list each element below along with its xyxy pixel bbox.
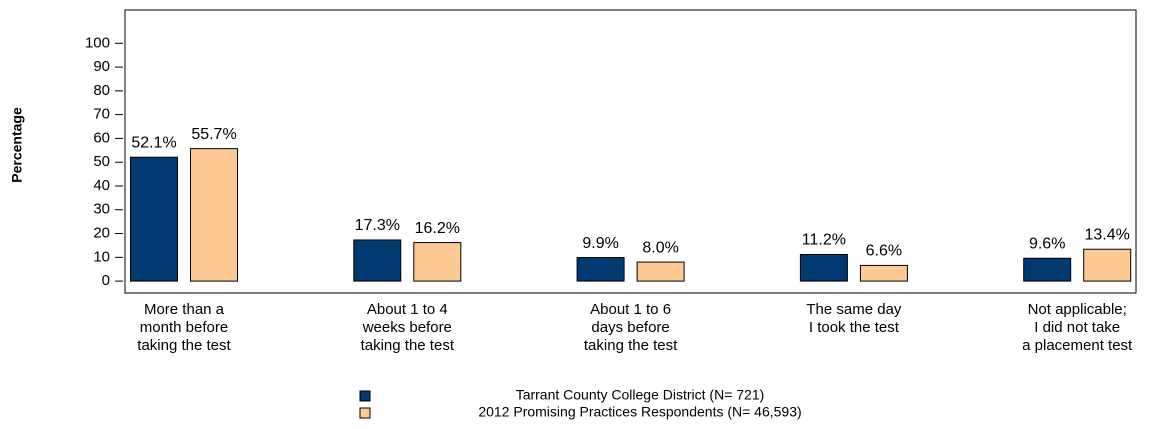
value-label: 16.2% — [415, 220, 460, 237]
value-label: 9.9% — [582, 235, 618, 252]
bar — [353, 239, 402, 282]
x-tick-label: About 1 to 4 — [367, 301, 448, 318]
value-label: 55.7% — [191, 126, 236, 143]
bar — [636, 261, 685, 282]
x-tick-label: weeks before — [362, 319, 452, 336]
value-label: 8.0% — [642, 239, 678, 256]
value-label: 6.6% — [866, 243, 902, 260]
x-tick-label: taking the test — [137, 337, 231, 354]
plot-frame — [124, 9, 1137, 294]
x-tick-label: taking the test — [584, 337, 678, 354]
legend-label: 2012 Promising Practices Respondents (N=… — [478, 404, 801, 420]
x-tick-label: days before — [591, 319, 669, 336]
x-tick-label: a placement test — [1022, 337, 1133, 354]
bar — [130, 156, 178, 282]
bar — [190, 148, 238, 282]
y-tick-label: 10 — [93, 248, 110, 265]
y-tick-label: 60 — [93, 129, 110, 146]
bar — [413, 242, 462, 282]
y-tick-label: 70 — [93, 106, 110, 123]
bar — [1023, 257, 1072, 282]
x-tick-label: The same day — [806, 301, 902, 318]
x-tick-label: About 1 to 6 — [590, 301, 671, 318]
value-label: 9.6% — [1029, 235, 1065, 252]
value-label: 17.3% — [355, 217, 400, 234]
x-tick-label: month before — [140, 319, 228, 336]
value-label: 52.1% — [131, 134, 176, 151]
y-tick-label: 0 — [102, 272, 110, 289]
y-tick-label: 40 — [93, 177, 110, 194]
bar — [859, 264, 908, 282]
x-tick-label: I did not take — [1034, 319, 1120, 336]
x-tick-label: taking the test — [361, 337, 455, 354]
x-tick-label: I took the test — [809, 319, 900, 336]
y-tick-label: 50 — [93, 153, 110, 170]
y-tick-label: 90 — [93, 58, 110, 75]
y-tick-label: 80 — [93, 82, 110, 99]
y-tick-label: 100 — [85, 34, 110, 51]
bar — [1083, 248, 1132, 282]
bar — [799, 253, 848, 282]
legend-swatch — [359, 407, 371, 419]
legend-swatch — [359, 390, 371, 402]
legend-label: Tarrant County College District (N= 721) — [516, 387, 765, 403]
x-tick-label: More than a — [144, 301, 225, 318]
bar — [576, 257, 625, 282]
value-label: 11.2% — [802, 232, 846, 249]
y-axis-label: Percentage — [9, 107, 25, 183]
y-tick-label: 30 — [93, 201, 110, 218]
y-tick-label: 20 — [93, 225, 110, 242]
value-label: 13.4% — [1085, 226, 1130, 243]
x-tick-label: Not applicable; — [1028, 301, 1127, 318]
